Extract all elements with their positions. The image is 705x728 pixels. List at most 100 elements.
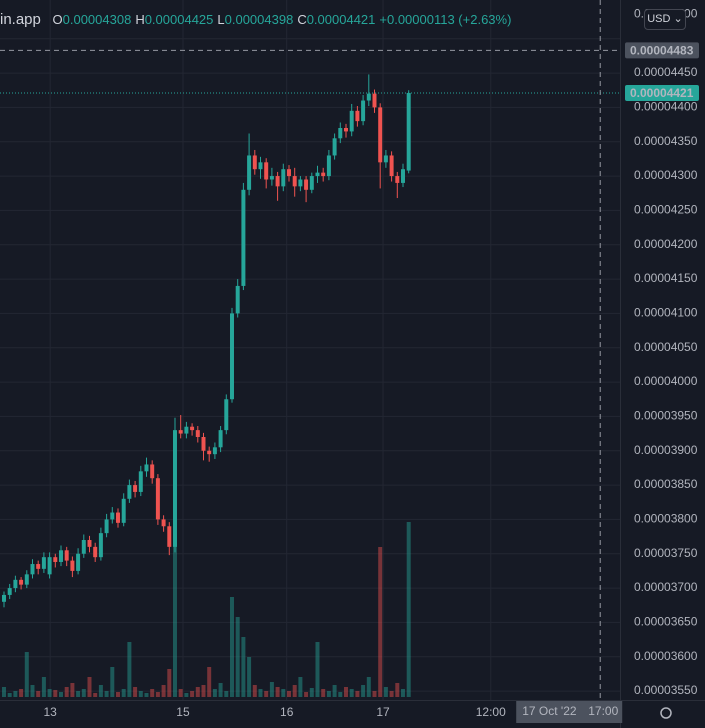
volume-bar (36, 691, 41, 697)
ohlc-label: L (217, 12, 225, 27)
candle-body (372, 93, 377, 108)
change: +0.00000113 (+2.63%) (379, 12, 512, 27)
candle-body (344, 127, 348, 132)
candle-body (121, 498, 126, 523)
y-tick-label: 0.00003650 (634, 615, 698, 629)
volume-bar (304, 692, 309, 697)
volume-bar (195, 687, 200, 697)
candle-body (275, 176, 280, 187)
volume-bar (224, 691, 229, 697)
currency: USD (647, 13, 671, 25)
candle-body (321, 172, 326, 177)
volume-bar (309, 688, 314, 697)
y-tick-label: 0.00003850 (634, 477, 698, 491)
candle-body (87, 540, 92, 547)
volume-bar (366, 677, 371, 697)
settings-icon[interactable] (660, 707, 672, 719)
candle-body (24, 574, 29, 585)
y-tick-label: 0.00003550 (634, 683, 698, 697)
volume-bar (127, 642, 132, 697)
candle-body (70, 560, 75, 571)
candle-body (7, 588, 12, 595)
y-tick-label: 0.00003950 (634, 409, 698, 423)
crosshair-price-tag (625, 42, 699, 59)
volume-bar (30, 685, 35, 697)
crosshair-time-tag (516, 701, 623, 723)
volume-bar (87, 677, 92, 697)
volume-bar (275, 687, 280, 697)
volume-bar (201, 685, 206, 697)
volume-bar (269, 682, 274, 697)
candle-body (98, 533, 103, 558)
y-tick-label: 0.00003900 (634, 443, 698, 457)
candle-body (252, 155, 257, 170)
y-tick-label: 0.00004200 (634, 237, 698, 251)
candle-body (115, 512, 120, 523)
candle-body (161, 519, 166, 527)
volume-bar (372, 691, 377, 697)
last-price-tag (625, 84, 699, 101)
currency-button[interactable]: USD ⌄ (644, 9, 686, 30)
volume-bar (218, 683, 223, 697)
crosshair-date: 17 Oct '22 (522, 704, 577, 718)
candle-body (241, 189, 246, 286)
volume-bar (378, 547, 383, 697)
symbol: in.app (0, 11, 41, 28)
y-tick-label: 0.00003750 (634, 546, 698, 560)
candle-body (378, 107, 383, 163)
volume-bar (332, 685, 337, 697)
candle-body (298, 179, 303, 187)
y-tick-label: 0.00004000 (634, 374, 698, 388)
volume-bar (98, 685, 103, 697)
ohlc-value: 0.00004425 (144, 12, 214, 27)
candle-body (349, 110, 354, 132)
x-tick-label: 16 (280, 705, 294, 719)
ohlc-label: O (52, 12, 63, 27)
volume-bar (344, 687, 348, 697)
candle-body (287, 169, 291, 177)
volume-bar (93, 693, 98, 697)
volume-bar (321, 689, 326, 697)
volume-bar (190, 691, 195, 697)
candle-body (93, 546, 98, 558)
volume-bar (133, 687, 138, 697)
volume-bar (287, 691, 291, 697)
y-tick-label: 0.00003800 (634, 512, 698, 526)
volume-bar (24, 652, 29, 697)
y-tick-label: 0.00004300 (634, 168, 698, 182)
y-tick-label: 0.00004050 (634, 340, 698, 354)
volume-bar (258, 689, 263, 697)
candle-body (13, 579, 18, 589)
candle-body (309, 176, 314, 190)
candle-body (19, 579, 24, 585)
ohlc-value: 0.00004308 (62, 12, 132, 27)
candle-body (401, 169, 405, 183)
volume-bar (155, 692, 160, 697)
candle-body (389, 155, 394, 177)
volume-bar (264, 691, 269, 697)
volume-bar (338, 692, 343, 697)
volume-bar (7, 693, 12, 697)
y-tick-label: 0.00004150 (634, 271, 698, 285)
volume-bar (81, 689, 86, 697)
candle-body (264, 162, 269, 180)
volume-bar (144, 693, 149, 697)
candle-body (315, 172, 320, 177)
candle-body (110, 512, 115, 520)
y-tick-label: 0.00004450 (634, 65, 698, 79)
volume-bar (13, 691, 18, 697)
candle-body (326, 155, 331, 177)
volume-bar (395, 683, 400, 697)
volume-bar (110, 667, 115, 697)
candle-body (224, 399, 229, 431)
volume-bar (104, 691, 109, 697)
candle-body (1, 594, 6, 602)
candle-body (190, 426, 195, 431)
volume-bar (115, 692, 120, 697)
candle-body (36, 564, 41, 569)
candle-body (207, 450, 212, 455)
volume-bar (326, 691, 331, 697)
candle-body (406, 92, 411, 171)
volume-bar (47, 689, 52, 697)
volume-bar (389, 691, 394, 697)
